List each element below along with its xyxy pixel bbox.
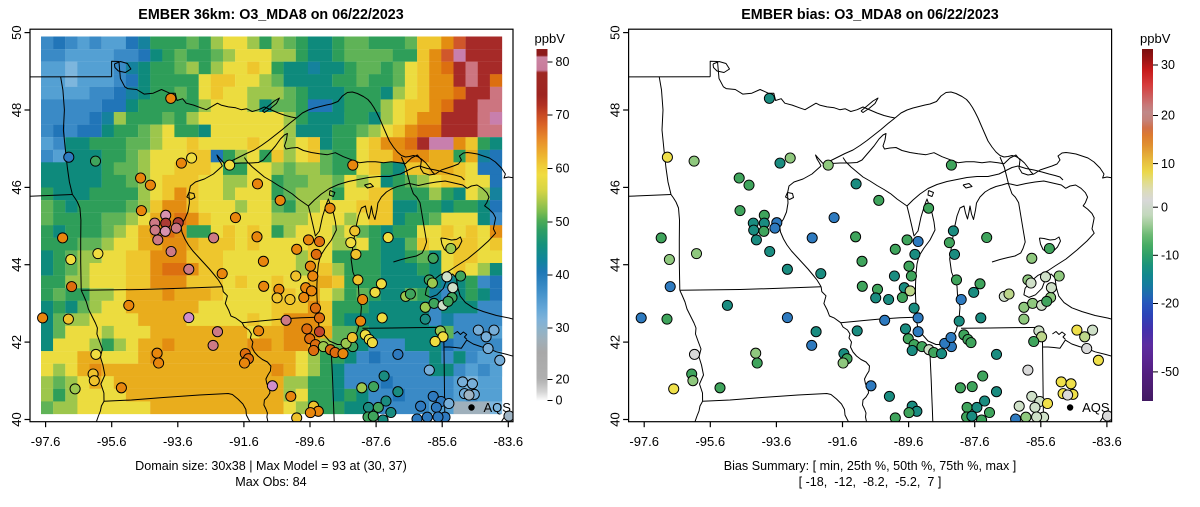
svg-text:-89.6: -89.6 <box>295 434 325 449</box>
svg-text:20: 20 <box>556 373 570 387</box>
svg-text:-95.6: -95.6 <box>695 434 725 449</box>
svg-text:Bias Summary: [ min, 25th %, 5: Bias Summary: [ min, 25th %, 50th %, 75t… <box>724 459 1017 473</box>
svg-text:30: 30 <box>1161 58 1175 72</box>
svg-text:-97.6: -97.6 <box>629 434 659 449</box>
svg-text:40: 40 <box>608 412 623 426</box>
svg-text:80: 80 <box>556 55 570 69</box>
svg-text:44: 44 <box>608 257 623 271</box>
svg-text:-93.6: -93.6 <box>762 434 792 449</box>
svg-text:-83.6: -83.6 <box>1092 434 1122 449</box>
svg-text:30: 30 <box>556 321 570 335</box>
svg-text:-85.6: -85.6 <box>427 434 457 449</box>
svg-text:AQS: AQS <box>484 400 512 415</box>
svg-text:-97.6: -97.6 <box>31 434 61 449</box>
svg-text:AQS: AQS <box>1082 400 1110 415</box>
svg-text:42: 42 <box>9 335 24 349</box>
svg-text:44: 44 <box>9 257 24 271</box>
svg-text:[ -18, -12, -8.2, -5.2, 7: [ -18, -12, -8.2, -5.2, 7 ] <box>799 475 942 489</box>
svg-text:60: 60 <box>556 162 570 176</box>
svg-text:70: 70 <box>556 108 570 122</box>
svg-text:ppbV: ppbV <box>1140 31 1171 46</box>
svg-text:40: 40 <box>9 412 24 426</box>
svg-text:Max Obs: 84: Max Obs: 84 <box>235 475 306 489</box>
svg-text:40: 40 <box>556 268 570 282</box>
svg-text:0: 0 <box>1161 200 1168 214</box>
svg-text:10: 10 <box>1161 157 1175 171</box>
svg-text:-83.6: -83.6 <box>493 434 523 449</box>
svg-text:50: 50 <box>9 25 24 39</box>
svg-text:46: 46 <box>9 180 24 194</box>
svg-text:-91.6: -91.6 <box>828 434 858 449</box>
svg-text:46: 46 <box>608 180 623 194</box>
svg-text:0: 0 <box>556 394 563 408</box>
svg-text:-10: -10 <box>1161 249 1179 263</box>
svg-text:-93.6: -93.6 <box>163 434 193 449</box>
svg-text:EMBER bias: O3_MDA8 on 06/22/2: EMBER bias: O3_MDA8 on 06/22/2023 <box>741 7 998 23</box>
svg-text:EMBER 36km: O3_MDA8 on 06/22/2: EMBER 36km: O3_MDA8 on 06/22/2023 <box>138 7 403 23</box>
svg-text:-87.6: -87.6 <box>960 434 990 449</box>
svg-text:48: 48 <box>9 103 24 117</box>
svg-text:-20: -20 <box>1161 297 1179 311</box>
svg-text:-85.6: -85.6 <box>1026 434 1056 449</box>
svg-text:-50: -50 <box>1161 365 1179 379</box>
svg-text:50: 50 <box>608 25 623 39</box>
svg-text:-89.6: -89.6 <box>894 434 924 449</box>
svg-text:-91.6: -91.6 <box>229 434 259 449</box>
svg-text:48: 48 <box>608 103 623 117</box>
svg-text:50: 50 <box>556 215 570 229</box>
svg-text:-95.6: -95.6 <box>97 434 127 449</box>
svg-text:20: 20 <box>1161 109 1175 123</box>
svg-text:ppbV: ppbV <box>535 31 566 46</box>
svg-text:42: 42 <box>608 335 623 349</box>
svg-text:-87.6: -87.6 <box>361 434 391 449</box>
svg-text:Domain size: 30x38 | Max Model: Domain size: 30x38 | Max Model = 93 at (… <box>135 459 407 473</box>
